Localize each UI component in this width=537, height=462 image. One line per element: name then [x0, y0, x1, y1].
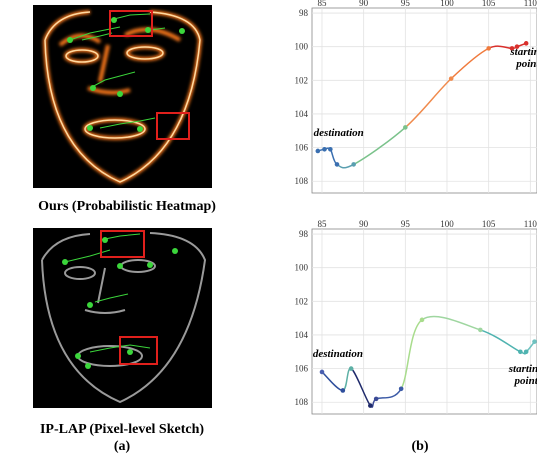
point: [523, 41, 529, 46]
trajectory-segment: [450, 47, 490, 80]
y-tick-label: 108: [295, 397, 309, 407]
annotation-line: starting: [508, 363, 537, 375]
trajectory-segment: [480, 329, 521, 353]
point: [523, 349, 529, 355]
y-tick-label: 104: [295, 330, 309, 340]
x-tick-label: 85: [318, 0, 328, 8]
x-tick-label: 95: [401, 0, 411, 8]
annotation-line: starting: [509, 46, 537, 58]
point: [373, 396, 379, 402]
y-tick-label: 100: [295, 263, 309, 273]
caption: Ours (Probabilistic Heatmap): [38, 199, 216, 214]
point: [448, 76, 454, 81]
trajectory-segment: [421, 315, 481, 331]
y-tick-label: 98: [299, 8, 309, 18]
point: [340, 388, 346, 393]
y-tick-label: 104: [295, 109, 309, 119]
y-tick-label: 106: [295, 364, 309, 374]
point: [319, 369, 325, 375]
annotation-line: point: [515, 58, 537, 70]
annotation-line: destination: [313, 348, 363, 360]
y-tick-label: 100: [295, 42, 309, 52]
x-tick-label: 100: [440, 0, 454, 8]
panel-label: (a): [114, 439, 131, 454]
caption: IP-LAP (Pixel-level Sketch): [40, 422, 204, 437]
x-tick-label: 110: [524, 0, 537, 8]
annotation-line: destination: [314, 127, 364, 139]
point: [315, 148, 321, 154]
point: [351, 162, 356, 167]
point: [322, 146, 327, 152]
plot-area: [311, 7, 537, 194]
x-tick-label: 100: [440, 219, 454, 229]
point: [403, 125, 408, 130]
y-tick-label: 102: [295, 296, 309, 306]
annotation: destination: [314, 127, 364, 139]
x-tick-label: 105: [482, 219, 496, 229]
point: [532, 339, 537, 344]
heatmap-face: [33, 5, 212, 188]
point: [348, 366, 354, 371]
point: [509, 46, 515, 51]
annotation: startingpoint: [509, 46, 537, 70]
point: [514, 44, 520, 49]
y-tick-label: 98: [299, 229, 309, 239]
x-tick-label: 95: [401, 219, 411, 229]
annotation-line: point: [514, 375, 537, 387]
point: [398, 386, 404, 392]
x-tick-label: 90: [359, 0, 369, 8]
point: [334, 162, 340, 167]
point: [419, 317, 425, 323]
annotation: startingpoint: [508, 363, 537, 387]
x-tick-label: 90: [359, 219, 369, 229]
panel-label: (b): [411, 439, 428, 454]
x-tick-label: 110: [524, 219, 537, 229]
trajectory-segment: [353, 126, 406, 166]
trajectory-segment: [404, 78, 452, 128]
point: [368, 403, 373, 408]
annotation: destination: [313, 348, 363, 360]
x-tick-label: 85: [318, 219, 328, 229]
point: [478, 327, 483, 333]
sketch-face: [33, 228, 212, 408]
point: [328, 146, 333, 152]
trajectory-segment: [400, 319, 423, 390]
point: [486, 46, 491, 51]
y-tick-label: 108: [295, 176, 309, 186]
x-tick-label: 105: [482, 0, 496, 8]
plot-area: [311, 228, 537, 415]
y-tick-label: 106: [295, 143, 309, 153]
y-tick-label: 102: [295, 75, 309, 85]
point: [518, 349, 523, 355]
